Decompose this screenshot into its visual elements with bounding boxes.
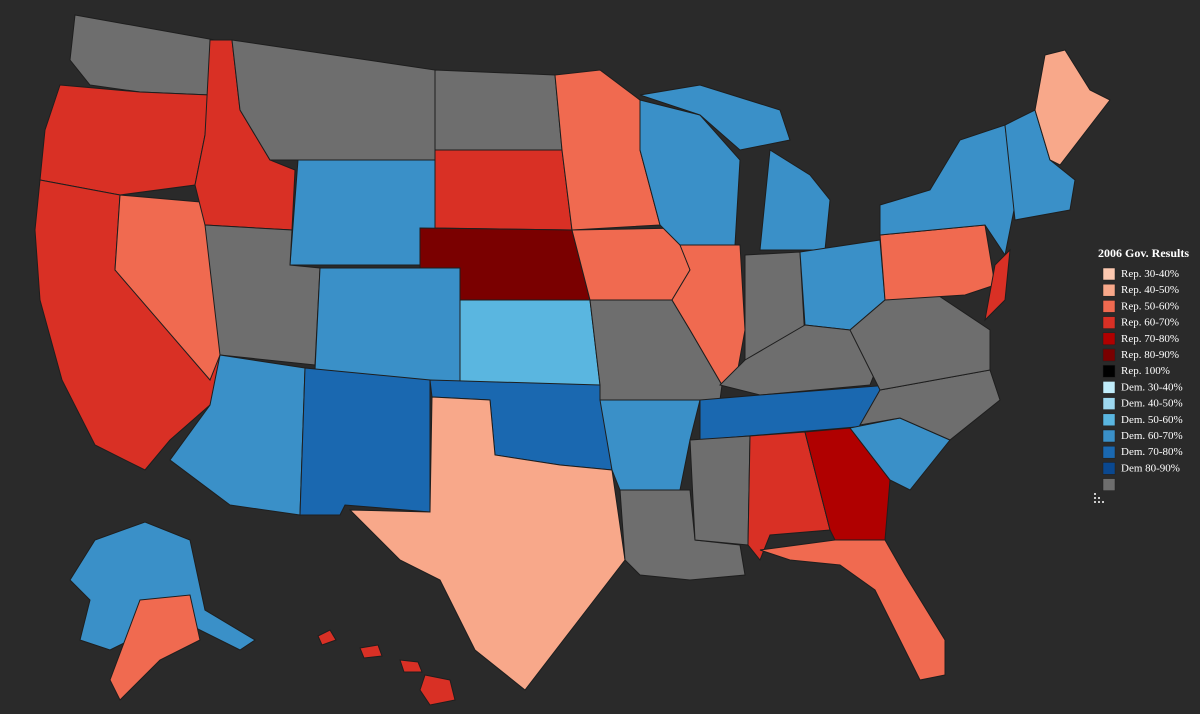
legend-swatch <box>1102 300 1116 313</box>
legend: 2006 Gov. Results Rep. 30-40% Rep. 40-50%… <box>1098 246 1189 491</box>
hawaii-big-island <box>419 674 456 706</box>
louisiana <box>619 489 746 581</box>
legend-swatch <box>1102 332 1116 346</box>
state-regions <box>34 14 1111 706</box>
alaska-south <box>109 594 201 701</box>
legend-label: Dem. 50-60% <box>1121 414 1183 426</box>
legend-label: Dem. 70-80% <box>1121 446 1183 458</box>
north-dakota <box>434 69 563 151</box>
legend-label: Rep. 100% <box>1121 365 1170 377</box>
legend-label: Dem. 30-40% <box>1121 381 1183 393</box>
legend-label: Rep. 30-40% <box>1121 268 1179 280</box>
michigan-up <box>639 84 791 151</box>
legend-swatch <box>1102 283 1116 297</box>
legend-swatch <box>1102 397 1116 410</box>
south-dakota <box>434 149 573 231</box>
legend-label: Rep. 70-80% <box>1121 333 1179 345</box>
legend-label: Dem. 60-70% <box>1121 430 1183 442</box>
legend-swatch <box>1102 381 1116 394</box>
legend-swatch <box>1102 316 1116 329</box>
iowa <box>571 227 691 301</box>
legend-swatch <box>1102 445 1116 459</box>
legend-label: Rep. 80-90% <box>1121 349 1179 361</box>
texas <box>348 396 626 691</box>
legend-swatch <box>1102 413 1116 427</box>
resize-grip <box>1094 493 1104 503</box>
hawaii-oahu <box>359 644 383 659</box>
legend-label: Dem. 40-50% <box>1121 398 1183 410</box>
legend-swatch <box>1102 364 1116 378</box>
legend-swatch <box>1102 462 1116 475</box>
legend-swatch <box>1102 478 1116 491</box>
pennsylvania <box>879 224 996 301</box>
hawaii-maui <box>399 659 423 673</box>
legend-swatch <box>1102 429 1116 443</box>
colorado <box>314 267 461 386</box>
legend-label: Rep. 60-70% <box>1121 317 1179 329</box>
wyoming <box>289 159 436 266</box>
legend-title: 2006 Gov. Results <box>1098 246 1189 260</box>
mississippi <box>689 435 751 546</box>
legend-label: Rep. 40-50% <box>1121 284 1179 296</box>
legend-label: Dem 80-90% <box>1121 462 1180 474</box>
hawaii-kauai <box>317 629 337 646</box>
florida <box>759 539 946 681</box>
oregon <box>39 84 211 196</box>
legend-label: Rep. 50-60% <box>1121 300 1179 312</box>
new-jersey <box>984 248 1011 322</box>
legend-swatch <box>1102 348 1116 362</box>
kansas <box>459 299 601 386</box>
new-mexico <box>299 367 431 516</box>
maine <box>1034 49 1111 166</box>
legend-swatch <box>1102 267 1116 281</box>
